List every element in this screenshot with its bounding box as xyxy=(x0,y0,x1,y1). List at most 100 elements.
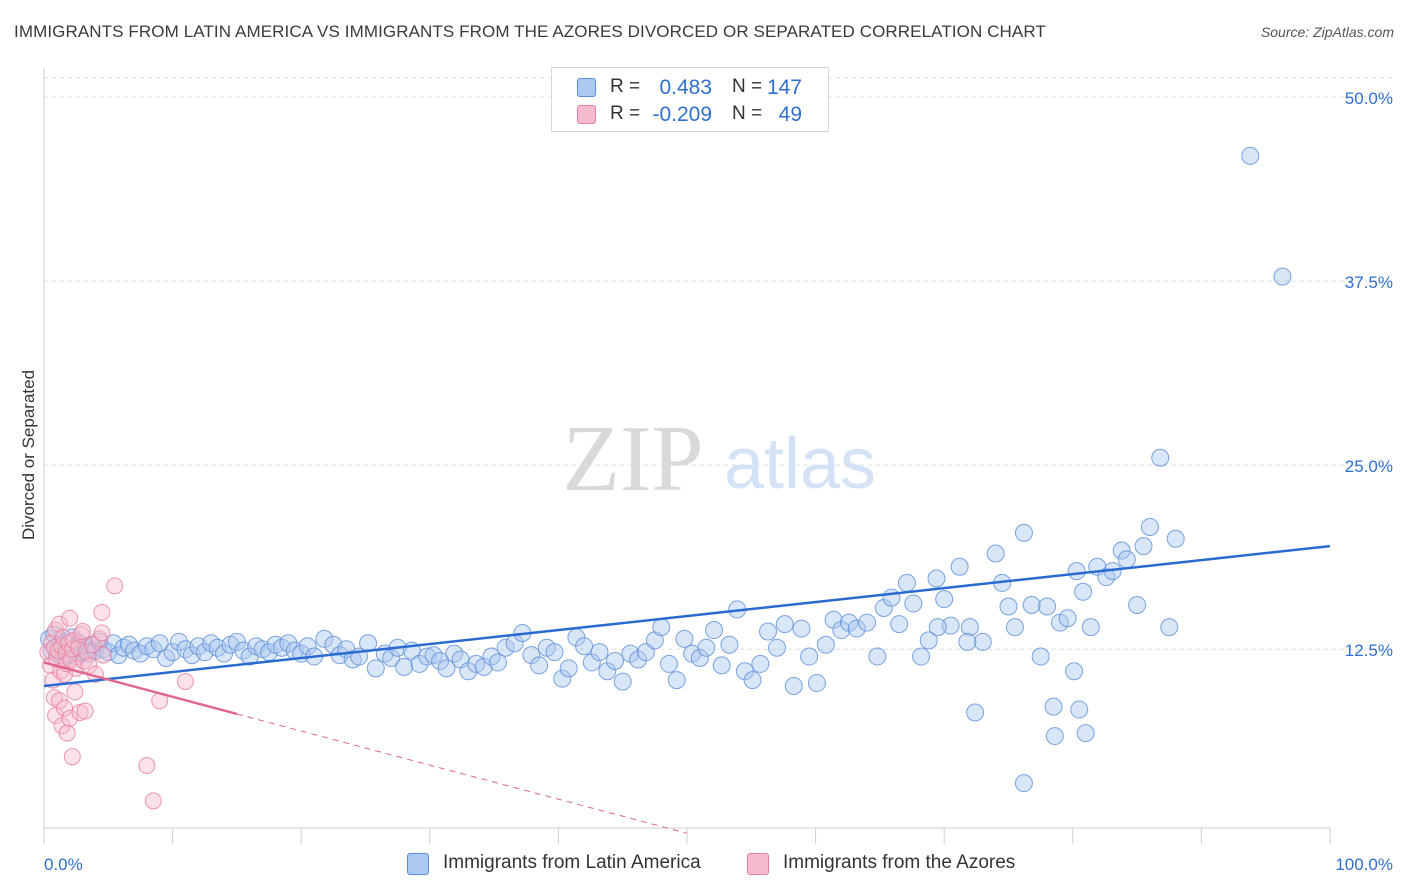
data-point-azores xyxy=(76,702,94,720)
data-point-latin-america xyxy=(1005,618,1024,637)
data-point-latin-america xyxy=(279,634,298,653)
data-point-latin-america xyxy=(410,654,429,673)
data-point-latin-america xyxy=(613,672,632,691)
data-point-latin-america xyxy=(958,632,977,651)
data-point-latin-america xyxy=(1045,727,1064,746)
data-point-latin-america xyxy=(712,656,731,675)
data-point-azores xyxy=(61,609,79,627)
legend-n-value: 147 xyxy=(766,76,802,99)
data-point-latin-america xyxy=(912,647,931,666)
data-point-latin-america xyxy=(824,610,843,629)
y-tick-label: 12.5% xyxy=(1345,641,1393,660)
data-point-latin-america xyxy=(1112,541,1131,560)
grid-lines xyxy=(44,77,1392,650)
legend-n-label: N = xyxy=(732,103,763,124)
data-point-latin-america xyxy=(1038,597,1057,616)
data-point-latin-america xyxy=(104,634,123,653)
data-point-latin-america xyxy=(496,638,515,657)
data-point-latin-america xyxy=(751,654,770,673)
watermark: ZIP atlas xyxy=(563,407,877,511)
data-point-azores xyxy=(176,673,194,691)
data-point-latin-america xyxy=(904,594,923,613)
data-point-azores xyxy=(84,636,102,654)
data-point-latin-america xyxy=(437,659,456,678)
data-point-azores xyxy=(74,623,92,641)
data-point-azores xyxy=(138,757,156,775)
data-point-latin-america xyxy=(559,659,578,678)
data-point-latin-america xyxy=(800,647,819,666)
data-point-latin-america xyxy=(315,629,334,648)
tick-labels: 12.5% 25.0% 37.5% 50.0% 0.0% 100.0% xyxy=(44,89,1393,874)
trend-line-latin-america xyxy=(43,544,1331,688)
data-point-latin-america xyxy=(590,643,609,662)
data-point-latin-america xyxy=(1014,774,1033,793)
data-point-latin-america xyxy=(784,677,803,695)
data-point-azores xyxy=(56,699,74,717)
data-point-latin-america xyxy=(999,597,1018,616)
legend-swatch-blue xyxy=(577,78,596,97)
data-point-latin-america xyxy=(1081,618,1100,637)
data-point-latin-america xyxy=(1074,582,1093,601)
data-point-latin-america xyxy=(1076,724,1095,743)
data-point-latin-america xyxy=(629,650,648,669)
data-point-latin-america xyxy=(1151,448,1170,467)
data-point-latin-america xyxy=(775,615,794,634)
bottom-legend-latin-america: Immigrants from Latin America xyxy=(407,852,727,876)
data-point-latin-america xyxy=(652,618,671,637)
data-point-azores xyxy=(93,603,111,621)
data-point-latin-america xyxy=(868,647,887,666)
data-point-latin-america xyxy=(919,631,938,650)
trend-line-azores-extension xyxy=(236,713,688,834)
data-point-latin-america xyxy=(553,669,572,688)
data-point-latin-america xyxy=(832,621,851,640)
legend-row-latin-america: R = 0.483 N = 147 xyxy=(552,74,828,100)
data-point-latin-america xyxy=(667,671,686,690)
x-tick-label-end: 100.0% xyxy=(1335,855,1393,874)
data-point-latin-america xyxy=(382,649,401,668)
legend-r-label: R = xyxy=(610,103,641,124)
data-point-latin-america xyxy=(874,598,893,617)
data-point-latin-america xyxy=(1058,609,1077,628)
data-point-latin-america xyxy=(530,656,549,675)
y-tick-label: 50.0% xyxy=(1345,89,1393,108)
data-point-latin-america xyxy=(366,659,385,678)
data-point-azores xyxy=(63,640,81,658)
data-point-azores xyxy=(70,639,88,657)
data-point-latin-america xyxy=(1160,618,1179,637)
legend-box: R = 0.483 N = 147 R = -0.209 N = 49 xyxy=(551,67,829,132)
data-point-latin-america xyxy=(582,653,601,672)
data-point-latin-america xyxy=(966,703,985,722)
data-point-latin-america xyxy=(298,637,317,656)
y-axis-label: Divorced or Separated xyxy=(19,370,38,540)
data-point-latin-america xyxy=(1241,146,1260,165)
data-point-latin-america xyxy=(858,613,877,632)
data-point-latin-america xyxy=(474,657,493,676)
data-point-latin-america xyxy=(743,671,762,690)
data-point-latin-america xyxy=(973,632,992,651)
data-point-latin-america xyxy=(1067,562,1086,581)
data-point-latin-america xyxy=(1031,647,1050,666)
data-point-latin-america xyxy=(941,616,960,635)
data-point-azores xyxy=(144,792,162,810)
data-point-latin-america xyxy=(847,619,866,638)
data-point-latin-america xyxy=(816,635,835,654)
data-point-azores xyxy=(93,624,111,642)
x-tick-label-start: 0.0% xyxy=(44,855,83,874)
data-point-latin-america xyxy=(545,643,564,662)
data-point-latin-america xyxy=(575,637,594,656)
data-point-latin-america xyxy=(215,644,234,663)
chart-title: IMMIGRANTS FROM LATIN AMERICA VS IMMIGRA… xyxy=(14,22,1046,41)
data-point-azores xyxy=(106,577,124,595)
source-label: Source: ZipAtlas.com xyxy=(1260,24,1394,40)
data-point-latin-america xyxy=(598,662,617,681)
data-point-azores xyxy=(58,724,76,742)
data-point-latin-america xyxy=(897,573,916,592)
data-point-latin-america xyxy=(1134,537,1153,556)
bottom-legend-label: Immigrants from the Azores xyxy=(783,852,1016,873)
data-point-latin-america xyxy=(759,622,778,641)
data-point-latin-america xyxy=(1117,550,1136,569)
axes xyxy=(43,68,1331,844)
data-point-latin-america xyxy=(927,569,946,588)
y-tick-label: 37.5% xyxy=(1345,273,1393,292)
